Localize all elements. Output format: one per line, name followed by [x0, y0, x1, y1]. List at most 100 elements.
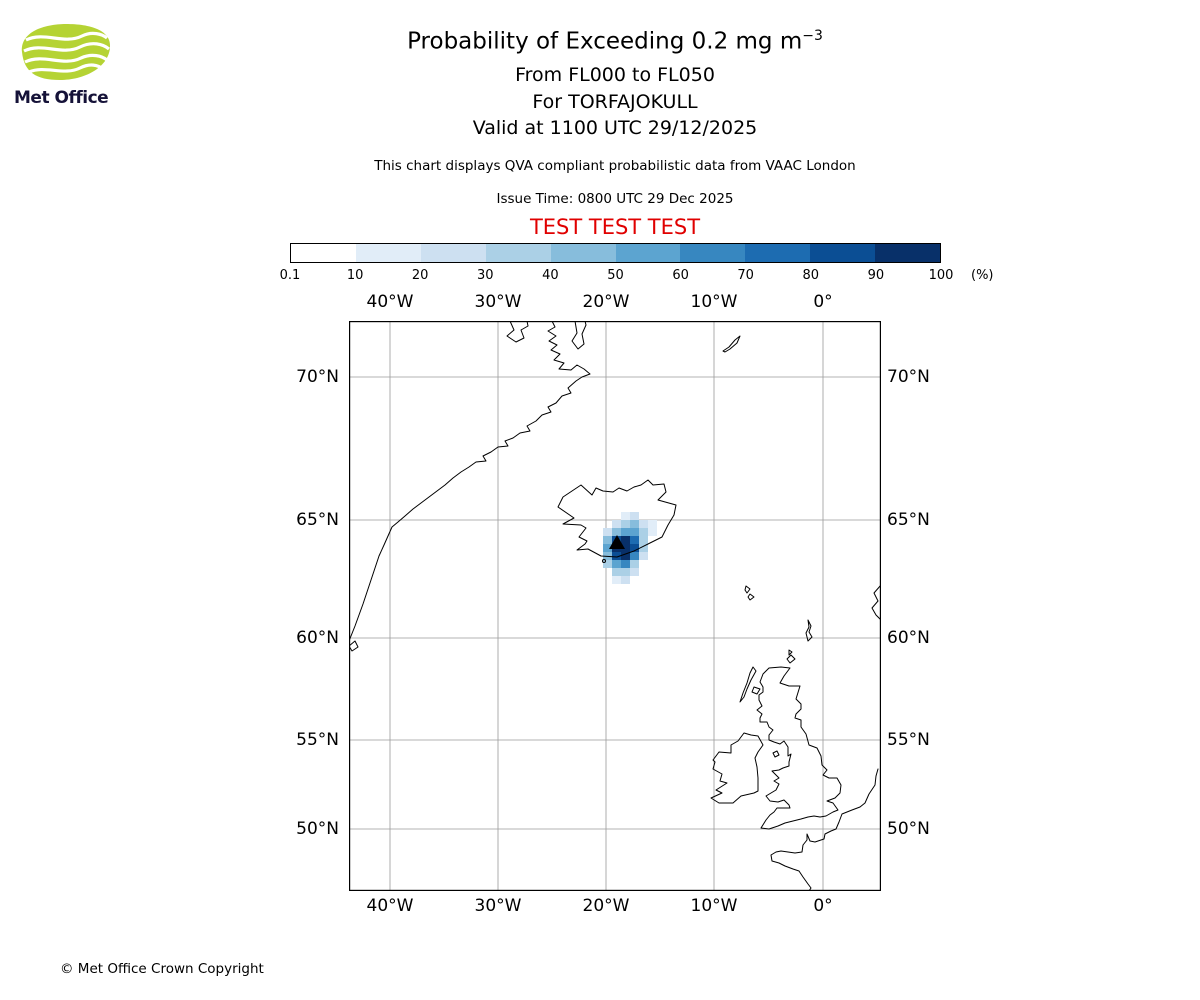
jan-mayen-island — [722, 335, 741, 353]
colorbar-segment — [355, 244, 421, 262]
page-title: Probability of Exceeding 0.2 mg m−3 — [30, 28, 1200, 55]
title-text: Probability of Exceeding 0.2 mg m — [407, 28, 803, 55]
colorbar-segment — [745, 244, 811, 262]
logo-wordmark: Met Office — [14, 88, 109, 108]
probability-cell — [630, 568, 639, 576]
probability-cell — [612, 568, 621, 576]
longitude-label: 10°W — [690, 896, 738, 916]
colorbar-tick-label: 20 — [411, 268, 429, 283]
colorbar-tick-label: 80 — [802, 268, 820, 283]
latitude-label: 65°N — [887, 510, 930, 530]
vestmannaeyjar-island — [602, 559, 606, 563]
latitude-label: 70°N — [887, 367, 930, 387]
colorbar-tick-label: 30 — [477, 268, 494, 283]
greenland-coastline — [349, 321, 591, 642]
colorbar-tick-label: 40 — [542, 268, 559, 283]
longitude-label: 40°W — [366, 292, 414, 312]
colorbar-tick-label: 60 — [672, 268, 689, 283]
colorbar-tick-label: 90 — [867, 268, 885, 283]
probability-cell — [621, 520, 630, 528]
probability-cell — [630, 560, 639, 568]
probability-cell — [639, 528, 648, 536]
isle-of-man — [772, 750, 780, 758]
probability-cell — [630, 544, 639, 552]
flight-levels-line: From FL000 to FL050 — [515, 64, 715, 86]
probability-cell — [639, 552, 648, 560]
probability-cell — [621, 576, 630, 584]
longitude-label: 30°W — [474, 896, 522, 916]
colorbar-tick-label: 100 — [928, 268, 954, 283]
europe-coastline — [770, 768, 879, 891]
issue-time: Issue Time: 0800 UTC 29 Dec 2025 — [496, 191, 734, 207]
map-border — [349, 321, 881, 891]
probability-cell — [630, 528, 639, 536]
colorbar-tick-label: 10 — [346, 268, 364, 283]
greenland-fjord-2 — [571, 321, 587, 350]
longitude-label: 0° — [813, 896, 833, 916]
latitude-label: 60°N — [887, 628, 930, 648]
colorbar-tick-label: 0.1 — [279, 268, 301, 283]
probability-cell — [648, 520, 657, 528]
latitude-label: 55°N — [887, 730, 930, 750]
probability-cell — [612, 528, 621, 536]
probability-cell — [621, 536, 630, 544]
shetland-islands — [805, 619, 813, 642]
ireland-coastline — [710, 732, 764, 804]
colorbar-segment — [875, 244, 941, 262]
colorbar-segment — [485, 244, 551, 262]
greenland-fjord-1 — [506, 321, 529, 343]
probability-cell — [603, 528, 612, 536]
latitude-labels-right: 70°N 65°N 60°N 55°N 50°N — [887, 0, 1007, 1000]
volcano-line: For TORFAJOKULL — [532, 91, 698, 113]
colorbar-tick-label: 50 — [607, 268, 624, 283]
colorbar-tick-label: 70 — [737, 268, 754, 283]
colorbar-unit-label: (%) — [971, 268, 994, 283]
colorbar-tick-labels: 0.1 10 20 30 40 50 60 70 80 90 100 — [280, 268, 990, 286]
probability-cell — [612, 520, 621, 528]
colorbar-segment — [291, 244, 356, 262]
colorbar-segment — [420, 244, 486, 262]
probability-cell — [621, 552, 630, 560]
volcano-marker-icon — [609, 535, 625, 549]
latitude-label: 70°N — [296, 367, 339, 387]
probability-cell — [621, 512, 630, 520]
graticule-grid — [349, 321, 881, 891]
copyright-text: © Met Office Crown Copyright — [60, 961, 264, 977]
probability-cell — [603, 544, 612, 552]
valid-time-line: Valid at 1100 UTC 29/12/2025 — [472, 117, 758, 139]
probability-cell — [621, 560, 630, 568]
latitude-label: 50°N — [887, 819, 930, 839]
qva-note: This chart displays QVA compliant probab… — [374, 158, 856, 174]
orkney-islands — [786, 649, 796, 664]
latitude-label: 60°N — [296, 628, 339, 648]
probability-cell — [603, 536, 612, 544]
colorbar-segment — [615, 244, 681, 262]
probability-cell — [639, 544, 648, 552]
latitude-labels-left: 70°N 65°N 60°N 55°N 50°N — [0, 0, 343, 1000]
probability-cell — [621, 544, 630, 552]
longitude-label: 40°W — [366, 896, 414, 916]
test-banner: TEST TEST TEST — [529, 215, 701, 239]
cape-farewell-island — [349, 640, 359, 652]
title-exponent: −3 — [802, 28, 823, 44]
hebrides-islands — [739, 666, 761, 703]
probability-cell — [612, 552, 621, 560]
probability-cell — [648, 528, 657, 536]
great-britain-coastline — [756, 666, 842, 830]
coastlines — [349, 321, 881, 891]
colorbar-segment — [680, 244, 746, 262]
probability-cell — [612, 576, 621, 584]
longitude-label: 30°W — [474, 292, 522, 312]
latitude-label: 55°N — [296, 730, 339, 750]
faroe-islands — [744, 585, 755, 601]
probability-cell — [603, 560, 612, 568]
probability-cell — [639, 520, 648, 528]
colorbar-segment — [550, 244, 616, 262]
logo-waves-icon — [21, 24, 111, 80]
probability-cell — [630, 512, 639, 520]
longitude-label: 0° — [813, 292, 833, 312]
probability-cell — [630, 552, 639, 560]
iceland-coastline — [557, 479, 677, 558]
latitude-label: 65°N — [296, 510, 339, 530]
